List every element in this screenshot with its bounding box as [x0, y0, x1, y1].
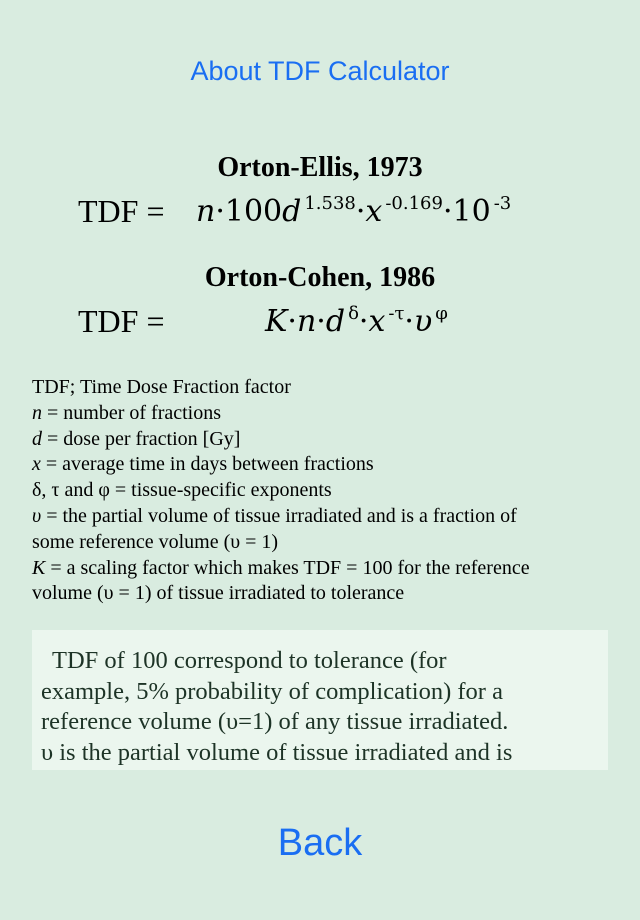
- exp-delta: δ: [348, 303, 359, 324]
- formula-heading-orton-cohen: Orton-Cohen, 1986: [204, 262, 436, 293]
- var-n: n: [296, 304, 317, 339]
- definition-text: = the partial volume of tissue irradiate…: [41, 504, 517, 527]
- definition-symbol: x: [32, 453, 41, 476]
- exp-d: 1.538: [304, 193, 356, 214]
- coef-10: ·10: [442, 194, 491, 229]
- var-v: υ: [413, 304, 433, 339]
- definition-text: = number of fractions: [42, 401, 222, 424]
- formula-rhs: n·100d 1.538·x -0.169·10 -3: [196, 193, 511, 229]
- var-d: d: [282, 194, 302, 229]
- definition-item: n = number of fractions: [32, 401, 612, 427]
- formula-lhs: TDF =: [78, 193, 165, 229]
- formula-orton-cohen: TDF = K·n·d δ·x -τ·υ φ: [78, 303, 448, 340]
- definition-item: d = dose per fraction [Gy]: [32, 427, 612, 453]
- formula-rhs: K·n·d δ·x -τ·υ φ: [265, 303, 448, 339]
- description-text: TDF of 100 correspond to tolerance (for …: [32, 630, 608, 768]
- var-k: K: [265, 304, 288, 339]
- definition-symbol: n: [32, 401, 42, 424]
- var-x: x: [365, 194, 383, 229]
- description-line: example, 5% probability of complication)…: [41, 677, 503, 705]
- definition-item: K = a scaling factor which makes TDF = 1…: [32, 556, 612, 582]
- exp-tau: -τ: [388, 303, 405, 324]
- definition-item: some reference volume (υ = 1): [32, 530, 612, 556]
- dot: ·: [355, 194, 366, 229]
- exp-10: -3: [493, 193, 512, 214]
- description-line: TDF of 100 correspond to tolerance (for: [52, 647, 447, 674]
- exp-phi: φ: [435, 303, 448, 324]
- description-line: reference volume (υ=1) of any tissue irr…: [41, 708, 509, 735]
- coef: ·100: [215, 194, 283, 229]
- definition-item: δ, τ and φ = tissue-specific exponents: [32, 478, 612, 504]
- description-line: υ is the partial volume of tissue irradi…: [41, 738, 513, 766]
- definition-item: volume (υ = 1) of tissue irradiated to t…: [32, 581, 612, 607]
- page-title: About TDF Calculator: [190, 56, 450, 86]
- dot: ·: [404, 304, 414, 339]
- definition-item: x = average time in days between fractio…: [32, 452, 612, 478]
- dot: ·: [316, 304, 326, 339]
- back-button[interactable]: Back: [277, 822, 363, 864]
- definition-symbol: K: [32, 556, 46, 579]
- formula-orton-ellis: TDF = n·100d 1.538·x -0.169·10 -3: [78, 193, 511, 230]
- definition-text: δ, τ and φ = tissue-specific exponents: [32, 479, 332, 502]
- description-scroll-view[interactable]: TDF of 100 correspond to tolerance (for …: [32, 630, 608, 770]
- definition-text: = average time in days between fractions: [40, 453, 374, 476]
- definition-item: υ = the partial volume of tissue irradia…: [32, 504, 612, 530]
- formula-heading-orton-ellis: Orton-Ellis, 1973: [217, 152, 423, 183]
- dot: ·: [358, 304, 369, 339]
- definition-symbol: υ: [32, 504, 42, 527]
- definition-symbol: d: [32, 427, 42, 450]
- var-d: d: [325, 304, 346, 339]
- definition-text: volume (υ = 1) of tissue irradiated to t…: [32, 582, 405, 605]
- definition-text: some reference volume (υ = 1): [32, 530, 279, 553]
- formula-lhs: TDF =: [78, 303, 165, 339]
- definition-text: = a scaling factor which makes TDF = 100…: [45, 556, 530, 579]
- var-n: n: [196, 194, 216, 229]
- definition-item: TDF; Time Dose Fraction factor: [32, 375, 612, 401]
- definition-text: TDF; Time Dose Fraction factor: [32, 376, 291, 398]
- exp-x: -0.169: [385, 193, 443, 214]
- definition-text: = dose per fraction [Gy]: [42, 427, 241, 450]
- definitions-list: TDF; Time Dose Fraction factor n = numbe…: [32, 375, 612, 607]
- dot: ·: [287, 304, 297, 339]
- var-x: x: [368, 304, 386, 339]
